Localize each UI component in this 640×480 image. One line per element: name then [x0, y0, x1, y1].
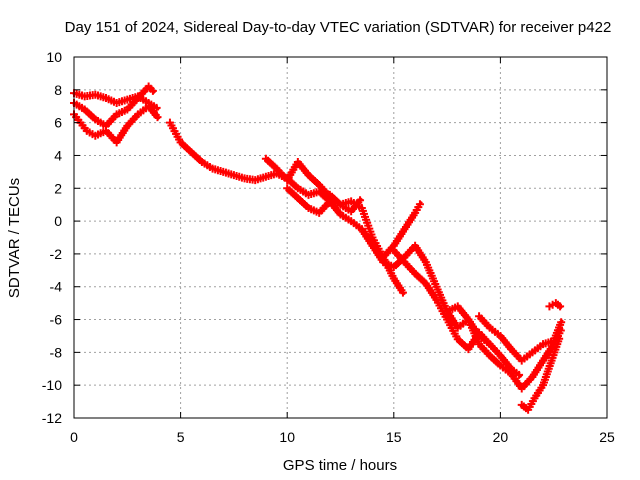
y-tick-label: 0	[54, 213, 62, 229]
y-tick-label: -6	[50, 312, 63, 328]
x-tick-label: 25	[599, 429, 615, 445]
data-point	[148, 86, 157, 95]
y-tick-label: 10	[46, 49, 62, 65]
data-point	[153, 113, 162, 122]
series-track-3	[70, 82, 157, 130]
y-tick-label: 4	[54, 147, 62, 163]
x-tick-label: 5	[177, 429, 185, 445]
data-point	[515, 370, 524, 379]
grid-layer	[74, 57, 607, 418]
y-tick-label: -8	[50, 344, 63, 360]
series-track-11	[475, 312, 566, 365]
series-track-4	[165, 118, 332, 204]
y-tick-label: 2	[54, 180, 62, 196]
y-tick-label: 8	[54, 82, 62, 98]
series-track-9	[389, 246, 524, 379]
y-tick-label: 6	[54, 115, 62, 131]
series-track-1	[70, 89, 161, 112]
series-track-12	[517, 334, 564, 414]
series-track-13	[545, 299, 565, 311]
y-tick-label: -2	[50, 246, 63, 262]
data-point	[415, 200, 424, 209]
plot-frame	[73, 56, 608, 419]
y-tick-label: -4	[50, 279, 63, 295]
series-track-5	[261, 154, 365, 216]
x-tick-label: 0	[70, 429, 78, 445]
y-tick-label: -10	[42, 377, 62, 393]
tick-layer: 0 5 10 15 20 25 -12 -10 -8 -6 -4 -2 0 2 4 6 8 10	[42, 49, 615, 445]
data-point	[555, 334, 564, 343]
data-point	[398, 288, 407, 297]
chart-title: Day 151 of 2024, Sidereal Day-to-day VTE…	[65, 19, 612, 36]
x-axis-title: GPS time / hours	[283, 457, 397, 474]
x-tick-label: 20	[493, 429, 509, 445]
data-point	[556, 302, 565, 311]
data-layer	[70, 82, 566, 414]
data-point	[557, 318, 566, 327]
x-tick-label: 15	[386, 429, 402, 445]
y-axis-title: SDTVAR / TECUs	[6, 178, 23, 298]
y-tick-label: -12	[42, 410, 62, 426]
x-tick-label: 10	[279, 429, 295, 445]
